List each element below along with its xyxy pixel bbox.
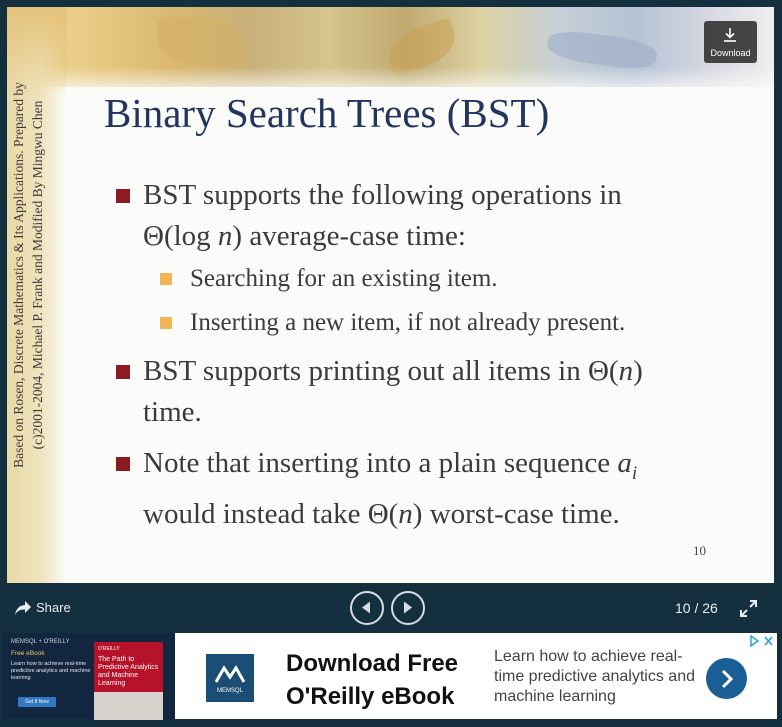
bullet-text: BST supports the following operations in — [143, 179, 622, 211]
download-button[interactable]: Download — [704, 21, 757, 63]
bullet-text: would instead take Θ(n) worst-case time. — [143, 498, 620, 530]
ad-book-cover: O'REILLY The Path to Predictive Analytic… — [94, 642, 163, 720]
ad-book-free: Free eBook — [11, 650, 45, 657]
slide-viewer: Based on Rosen, Discrete Mathematics & I… — [7, 7, 774, 583]
page-counter: 10 / 26 — [675, 600, 718, 616]
chevron-right-icon — [721, 669, 734, 689]
ad-book-button[interactable]: Get It Now — [18, 697, 56, 707]
ad-book-image[interactable]: MEMSQL + O'REILLY Free eBook Learn how t… — [3, 633, 175, 720]
credit-line-1: Based on Rosen, Discrete Mathematics & I… — [11, 82, 26, 468]
memsql-logo-icon — [215, 665, 245, 683]
ad-cover-title: The Path to Predictive Analytics and Mac… — [98, 656, 159, 687]
header-fade — [7, 67, 774, 97]
ad-cta-button[interactable] — [706, 658, 747, 699]
ad-headline[interactable]: Download Free O'Reilly eBook — [286, 650, 459, 710]
ad-book-brand: MEMSQL + O'REILLY — [11, 639, 70, 645]
ad-cover-brand: O'REILLY — [98, 646, 120, 652]
slide-side-decoration — [7, 7, 67, 583]
slide-corner-decoration — [7, 7, 67, 97]
bullet-item: BST supports the following operations in… — [107, 175, 757, 257]
download-label: Download — [710, 48, 751, 58]
bullet-marker — [116, 189, 130, 203]
ad-cover-art — [94, 692, 163, 720]
bullet-list: BST supports the following operations in… — [107, 175, 757, 535]
next-slide-button[interactable] — [391, 591, 425, 625]
slide-page-number: 10 — [693, 543, 706, 558]
bullet-text: Note that inserting into a plain sequenc… — [143, 447, 638, 484]
subbullet-item: Searching for an existing item. — [107, 257, 757, 301]
bullet-item: Note that inserting into a plain sequenc… — [107, 443, 757, 535]
credit-line-2: (c)2001-2004, Michael P. Frank and Modif… — [30, 100, 45, 450]
ad-book-desc: Learn how to achieve real-time predictiv… — [11, 661, 91, 681]
share-arrow-icon — [15, 601, 31, 615]
fullscreen-icon[interactable] — [739, 599, 758, 618]
ad-logo-text: MEMSQL — [216, 688, 243, 694]
download-icon — [724, 28, 736, 42]
slide-credit-text: Based on Rosen, Discrete Mathematics & I… — [9, 7, 53, 555]
bullet-text: time. — [143, 396, 202, 428]
bullet-text: Θ(log n) average-case time: — [143, 220, 466, 252]
subbullet-marker — [160, 273, 172, 285]
previous-slide-button[interactable] — [350, 591, 384, 625]
next-icon — [404, 601, 412, 614]
ad-body-text: Learn how to achieve real-time predictiv… — [494, 648, 695, 705]
ad-logo: MEMSQL — [206, 654, 254, 702]
bullet-marker — [116, 365, 130, 379]
adchoices-icon[interactable] — [750, 635, 774, 647]
player-controls: Share 10 / 26 — [0, 583, 782, 633]
slide-title: Binary Search Trees (BST) — [104, 90, 550, 136]
subbullet-text: Searching for an existing item. — [190, 265, 498, 292]
subbullet-text: Inserting a new item, if not already pre… — [190, 309, 626, 336]
share-label: Share — [36, 600, 71, 615]
subbullet-item: Inserting a new item, if not already pre… — [107, 301, 757, 345]
bullet-item: BST supports printing out all items in Θ… — [107, 351, 757, 433]
previous-icon — [362, 601, 370, 614]
bullet-marker — [116, 457, 130, 471]
subbullet-marker — [160, 317, 172, 329]
advertisement-banner[interactable]: MEMSQL + O'REILLY Free eBook Learn how t… — [3, 633, 777, 720]
bullet-text: BST supports printing out all items in Θ… — [143, 355, 643, 387]
